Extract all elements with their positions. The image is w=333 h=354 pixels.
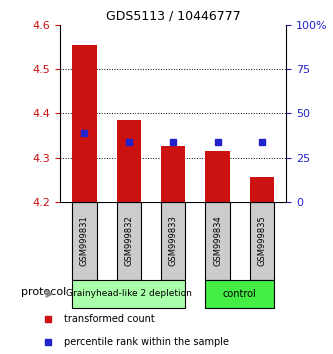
Bar <box>250 202 274 280</box>
Text: Grainyhead-like 2 depletion: Grainyhead-like 2 depletion <box>66 289 192 298</box>
Text: GSM999833: GSM999833 <box>168 215 178 266</box>
Text: GSM999834: GSM999834 <box>213 215 222 266</box>
Text: GSM999831: GSM999831 <box>80 215 89 266</box>
Text: control: control <box>223 289 257 299</box>
Bar <box>72 45 97 202</box>
Bar <box>205 151 230 202</box>
Bar <box>161 147 185 202</box>
Text: protocol: protocol <box>21 287 66 297</box>
Bar <box>205 280 274 308</box>
Title: GDS5113 / 10446777: GDS5113 / 10446777 <box>106 9 240 22</box>
Bar <box>250 177 274 202</box>
Bar <box>117 202 141 280</box>
Bar <box>117 120 141 202</box>
Text: transformed count: transformed count <box>64 314 155 325</box>
Text: GSM999832: GSM999832 <box>124 215 133 266</box>
Text: percentile rank within the sample: percentile rank within the sample <box>64 337 229 348</box>
Bar <box>205 202 230 280</box>
Bar <box>72 202 97 280</box>
Text: GSM999835: GSM999835 <box>257 215 266 266</box>
Bar <box>161 202 185 280</box>
Bar <box>72 280 185 308</box>
